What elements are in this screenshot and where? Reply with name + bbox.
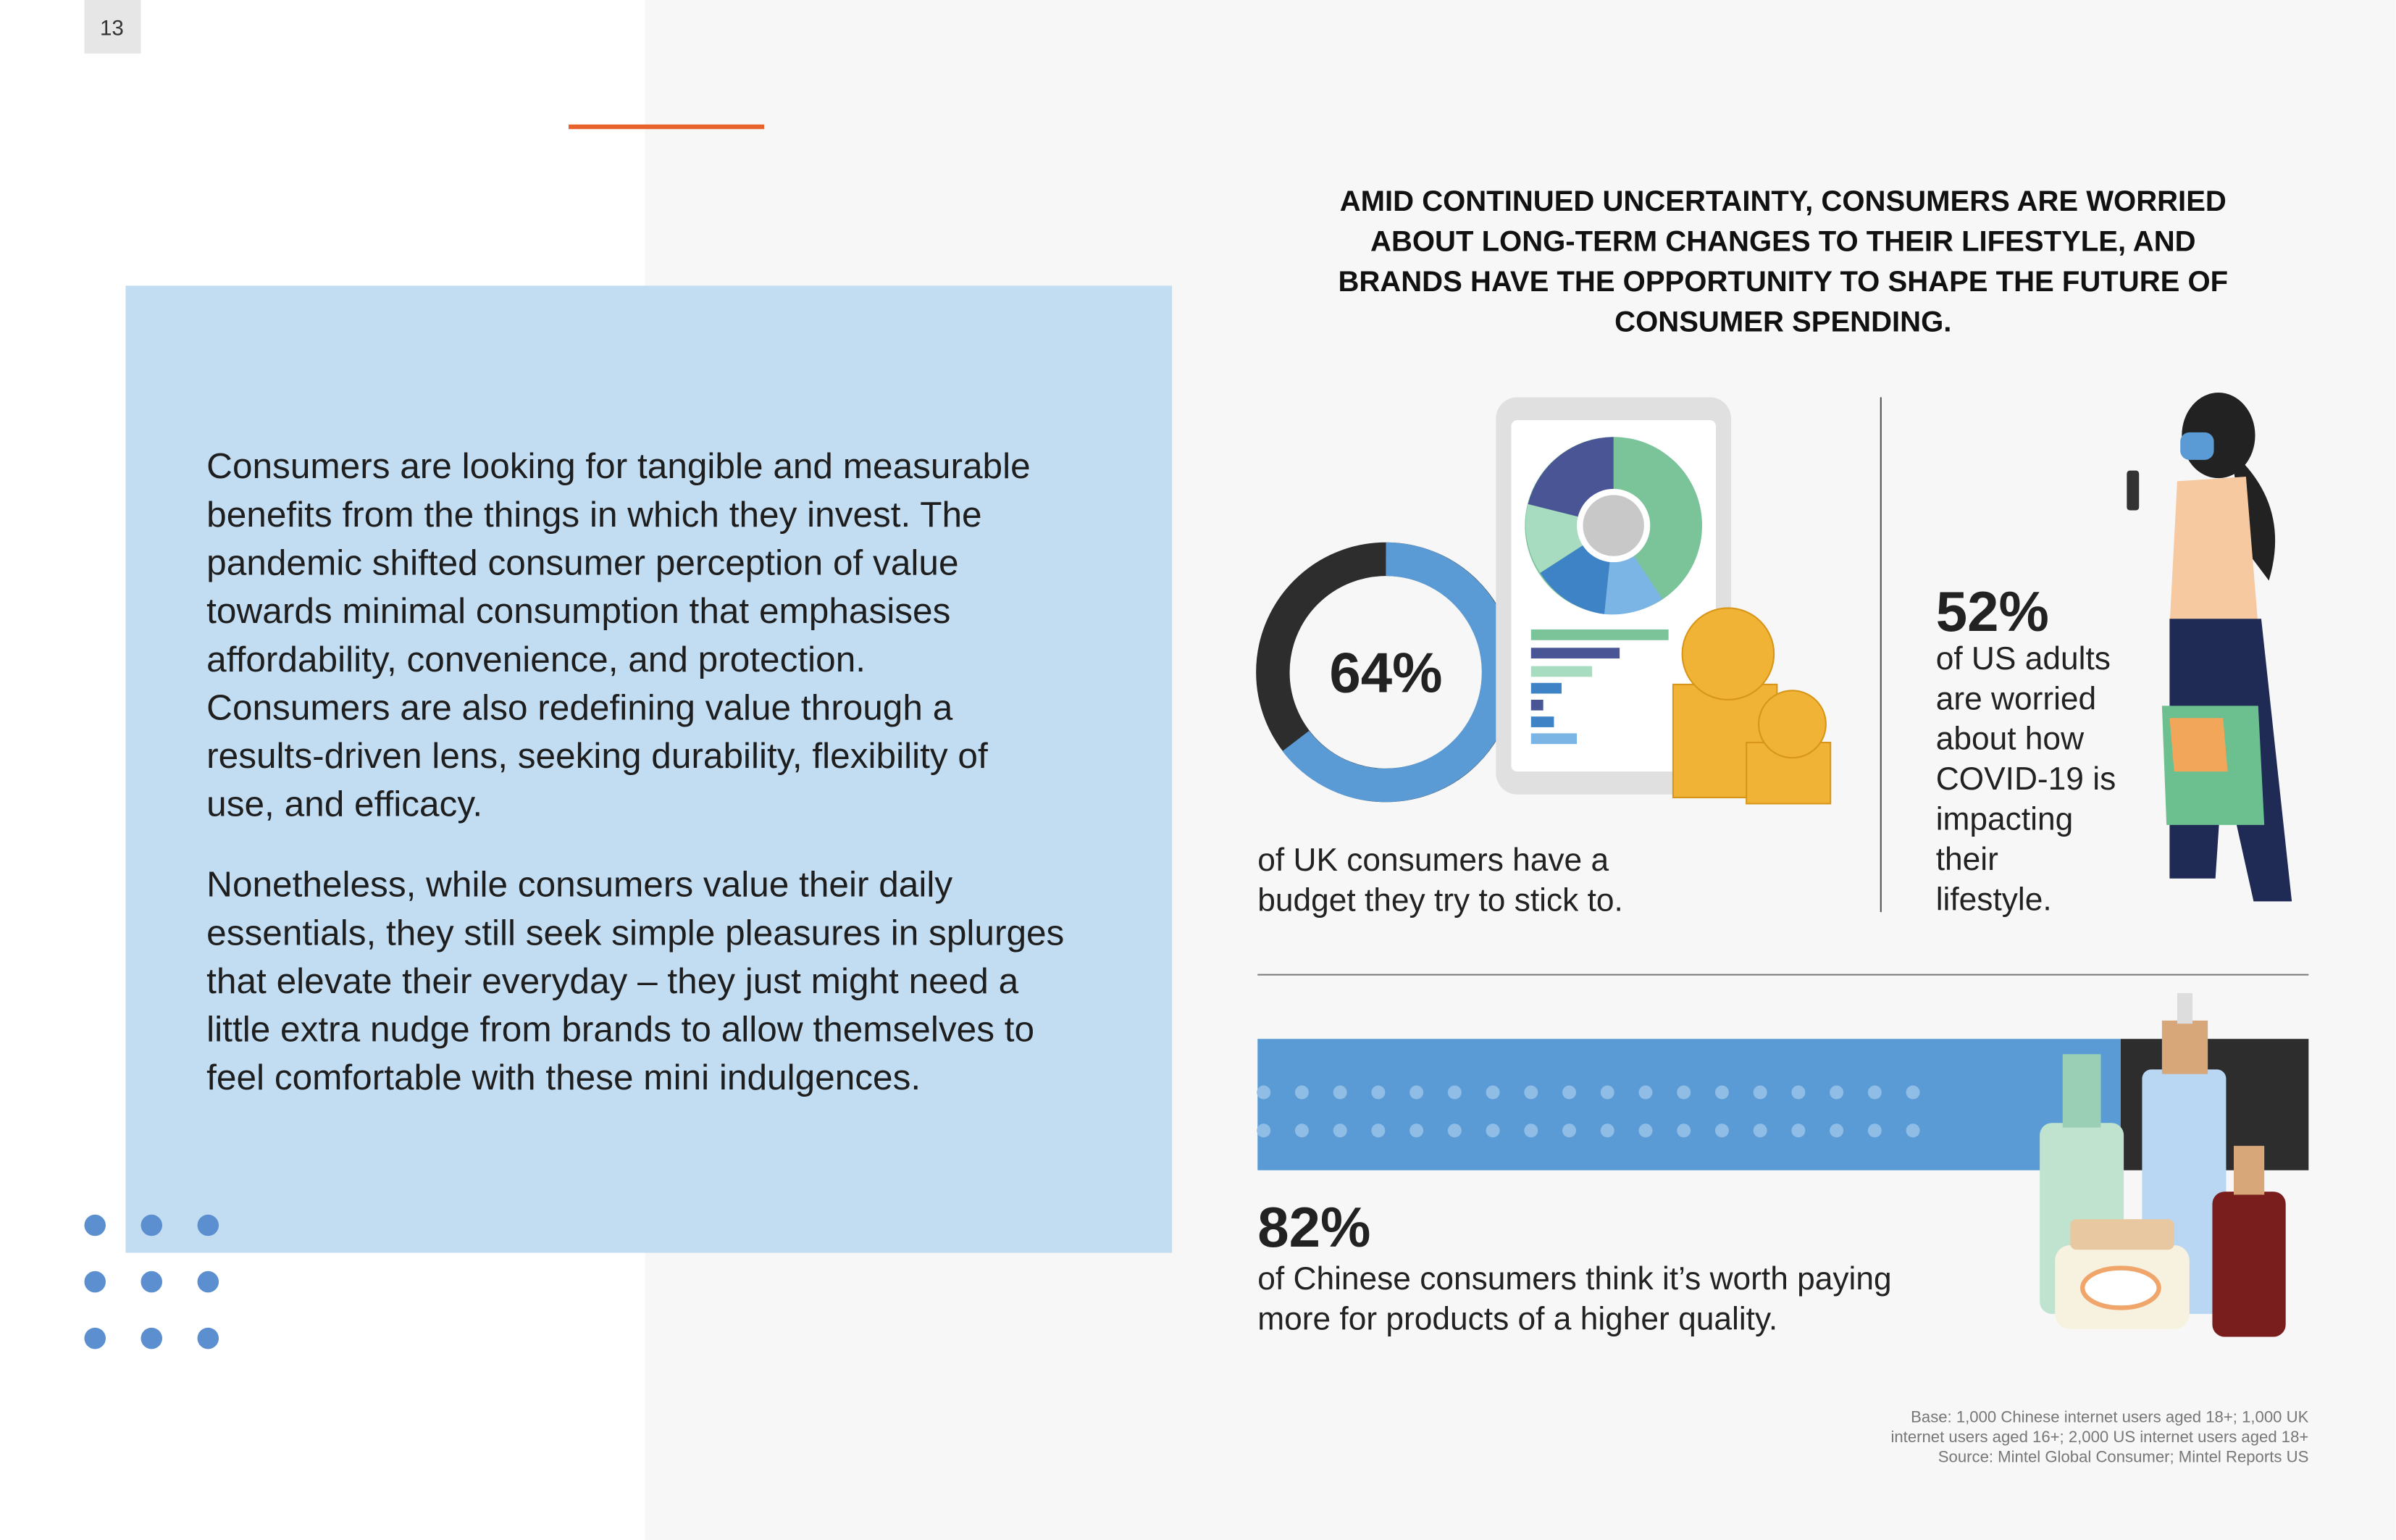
band-dot — [1524, 1085, 1538, 1100]
band-dot — [1753, 1123, 1767, 1138]
paragraph-line: results-driven lens, seeking durability,… — [206, 735, 988, 776]
stat-text: about how — [1936, 721, 2085, 757]
band-dot — [1714, 1123, 1729, 1138]
band-dot — [1867, 1123, 1882, 1138]
band-dot — [1257, 1085, 1271, 1100]
stat-text: impacting — [1936, 802, 2074, 837]
band-dot — [1447, 1085, 1462, 1100]
footnote: internet users aged 16+; 2,000 US intern… — [1890, 1428, 2308, 1446]
phone-illustration — [1496, 397, 1832, 805]
paragraph-line: Nonetheless, while consumers value their… — [206, 864, 952, 905]
band-dot — [1486, 1123, 1500, 1138]
stat-text: lifestyle. — [1936, 882, 2052, 918]
band-dot — [1409, 1085, 1424, 1100]
band-dot — [1257, 1123, 1271, 1138]
band-dot — [1600, 1085, 1614, 1100]
dot-grid — [84, 1214, 219, 1349]
band-dot — [1677, 1085, 1691, 1100]
page-number-box — [84, 0, 141, 54]
paragraph-line: little extra nudge from brands to allow … — [206, 1009, 1034, 1050]
band-dot — [1638, 1123, 1653, 1138]
paragraph-line: towards minimal consumption that emphasi… — [206, 590, 950, 631]
paragraph-line: Consumers are looking for tangible and m… — [206, 445, 1030, 486]
band-dot — [1333, 1085, 1347, 1100]
stat-value: 64% — [1329, 640, 1442, 704]
text-box — [125, 285, 1173, 1253]
paragraph-line: benefits from the things in which they i… — [206, 494, 981, 535]
stat-text: their — [1936, 842, 1998, 877]
stat-text: budget they try to stick to. — [1257, 883, 1623, 918]
headline: AMID CONTINUED UNCERTAINTY, CONSUMERS AR… — [1340, 185, 2227, 217]
bottles-illustration — [2040, 992, 2286, 1337]
band-dot — [1830, 1123, 1844, 1138]
footnote: Base: 1,000 Chinese internet users aged … — [1911, 1408, 2308, 1426]
stat-text: more for products of a higher quality. — [1257, 1302, 1777, 1337]
headline: CONSUMER SPENDING. — [1614, 306, 1951, 338]
stat-text: of UK consumers have a — [1257, 842, 1609, 878]
band-dot — [1906, 1123, 1920, 1138]
paragraph-line: feel comfortable with these mini indulge… — [206, 1057, 921, 1097]
stat-value: 82% — [1257, 1195, 1370, 1259]
band-dot — [1447, 1123, 1462, 1138]
band-dot — [1486, 1085, 1500, 1100]
stat-text: are worried — [1936, 681, 2097, 716]
band-dot — [1600, 1123, 1614, 1138]
paragraph-line: that elevate their everyday – they just … — [206, 961, 1018, 1001]
stat-text: COVID-19 is — [1936, 761, 2116, 797]
footnote: Source: Mintel Global Consumer; Mintel R… — [1938, 1447, 2309, 1465]
band-dot — [1753, 1085, 1767, 1100]
band-dot — [1906, 1085, 1920, 1100]
headline: ABOUT LONG-TERM CHANGES TO THEIR LIFESTY… — [1370, 226, 2196, 258]
stat-value: 52% — [1936, 579, 2049, 643]
page-number: 13 — [100, 17, 124, 41]
band-dot — [1791, 1085, 1806, 1100]
stat-text: of US adults — [1936, 641, 2111, 677]
band-dot — [1294, 1085, 1309, 1100]
band-dot — [1409, 1123, 1424, 1138]
headline: BRANDS HAVE THE OPPORTUNITY TO SHAPE THE… — [1338, 266, 2228, 298]
paragraph-line: use, and efficacy. — [206, 784, 482, 824]
band-dot — [1371, 1085, 1386, 1100]
band-dot — [1562, 1085, 1577, 1100]
band-dot — [1867, 1085, 1882, 1100]
woman-illustration — [2127, 393, 2292, 902]
band-dot — [1562, 1123, 1577, 1138]
band-dot — [1638, 1085, 1653, 1100]
band-dot — [1294, 1123, 1309, 1138]
stat-text: of Chinese consumers think it’s worth pa… — [1257, 1261, 1891, 1297]
band-dot — [1830, 1085, 1844, 1100]
band-dot — [1371, 1123, 1386, 1138]
paragraph-line: affordability, convenience, and protecti… — [206, 639, 866, 679]
band-dot — [1333, 1123, 1347, 1138]
band-dot — [1677, 1123, 1691, 1138]
paragraph-line: pandemic shifted consumer perception of … — [206, 542, 958, 582]
band — [1257, 1039, 2121, 1171]
band-dot — [1714, 1085, 1729, 1100]
paragraph-line: Consumers are also redefining value thro… — [206, 687, 953, 727]
band-dots — [1257, 1085, 1920, 1138]
paragraph-line: essentials, they still seek simple pleas… — [206, 912, 1064, 953]
band-dot — [1524, 1123, 1538, 1138]
donut-arc — [1282, 542, 1516, 803]
band-dot — [1791, 1123, 1806, 1138]
